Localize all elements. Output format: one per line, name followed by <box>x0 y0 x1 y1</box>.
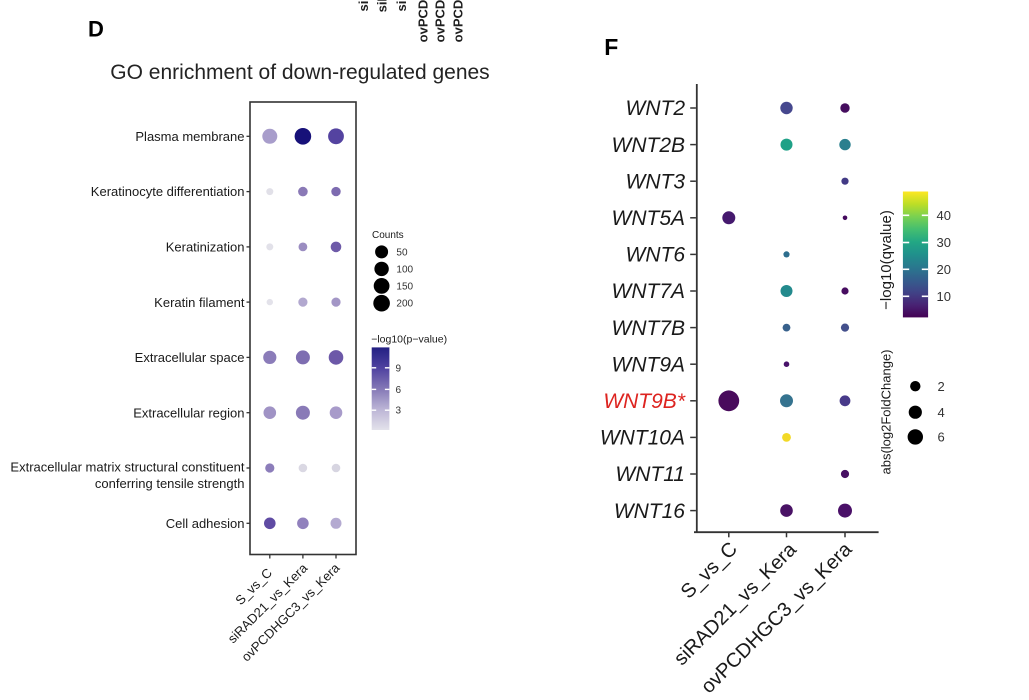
svg-text:50: 50 <box>396 247 408 258</box>
svg-text:WNT6: WNT6 <box>626 244 686 267</box>
svg-text:WNT16: WNT16 <box>614 500 685 523</box>
svg-text:siRAD21: siRAD21 <box>374 0 389 12</box>
svg-text:30: 30 <box>937 235 951 250</box>
svg-text:3: 3 <box>396 406 402 417</box>
svg-text:WNT2: WNT2 <box>626 97 686 120</box>
svg-text:6: 6 <box>396 385 402 396</box>
svg-text:6: 6 <box>938 430 945 445</box>
svg-text:ovPCDHGC3: ovPCDHGC3 <box>451 0 466 42</box>
svg-text:D: D <box>88 17 104 42</box>
svg-text:conferring tensile strength: conferring tensile strength <box>95 476 245 491</box>
svg-text:WNT9A: WNT9A <box>612 353 686 376</box>
svg-text:Extracellular space: Extracellular space <box>135 350 245 365</box>
svg-text:100: 100 <box>396 264 413 275</box>
svg-text:20: 20 <box>937 262 951 277</box>
svg-text:Plasma membrane: Plasma membrane <box>135 129 244 144</box>
svg-text:Extracellular matrix structura: Extracellular matrix structural constitu… <box>10 460 244 475</box>
svg-text:40: 40 <box>937 208 951 223</box>
svg-text:ovPCDHGC3: ovPCDHGC3 <box>433 0 448 42</box>
svg-text:WNT9B*: WNT9B* <box>603 390 686 413</box>
svg-text:siRAD21: siRAD21 <box>394 0 409 12</box>
svg-text:abs(log2FoldChange): abs(log2FoldChange) <box>879 349 894 474</box>
svg-text:WNT2B: WNT2B <box>612 134 686 157</box>
svg-text:−log10(p−value): −log10(p−value) <box>371 334 447 346</box>
svg-text:WNT7A: WNT7A <box>612 280 686 303</box>
svg-text:WNT11: WNT11 <box>615 463 685 486</box>
svg-text:WNT10A: WNT10A <box>600 427 685 450</box>
svg-text:9: 9 <box>396 363 402 374</box>
svg-text:Keratinocyte differentiation: Keratinocyte differentiation <box>91 184 245 199</box>
svg-text:10: 10 <box>937 289 951 304</box>
svg-text:150: 150 <box>396 281 413 292</box>
svg-text:WNT3: WNT3 <box>626 170 686 193</box>
svg-text:2: 2 <box>938 379 945 394</box>
svg-text:ovPCDHGC3: ovPCDHGC3 <box>416 0 431 42</box>
svg-text:4: 4 <box>938 405 945 420</box>
svg-text:WNT5A: WNT5A <box>612 207 686 230</box>
svg-text:−log10(qvalue): −log10(qvalue) <box>878 210 895 310</box>
svg-text:Counts: Counts <box>372 230 404 241</box>
svg-text:Keratin filament: Keratin filament <box>154 295 245 310</box>
svg-text:GO enrichment of down-regulate: GO enrichment of down-regulated genes <box>110 61 489 84</box>
svg-text:Extracellular region: Extracellular region <box>133 405 244 420</box>
svg-text:Cell adhesion: Cell adhesion <box>166 516 245 531</box>
svg-text:F: F <box>604 34 618 60</box>
svg-text:Keratinization: Keratinization <box>166 240 245 255</box>
svg-text:siRAD21: siRAD21 <box>356 0 371 12</box>
svg-text:200: 200 <box>396 299 413 310</box>
svg-text:WNT7B: WNT7B <box>612 317 686 340</box>
